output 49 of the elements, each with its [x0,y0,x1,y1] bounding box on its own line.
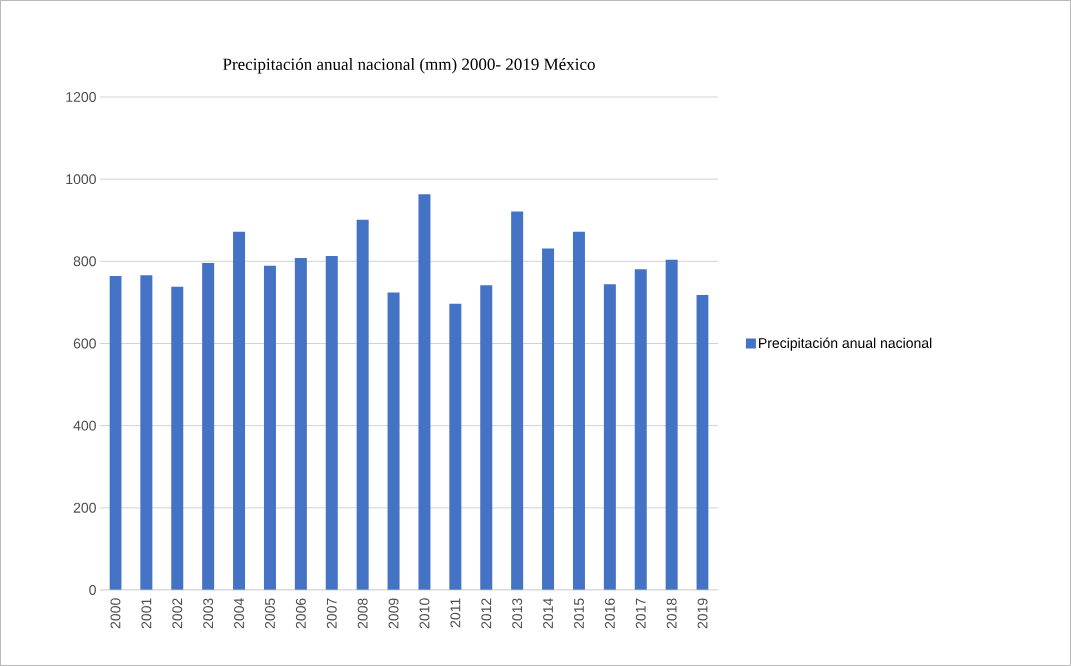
x-tick-label: 2013 [512,598,523,629]
x-tick-label: 2007 [326,598,337,629]
bar [665,259,678,590]
y-tick-label: 600 [73,338,96,349]
bar [634,269,647,590]
bar [294,258,307,590]
x-tick-label: 2006 [295,598,306,629]
x-tick-label: 2011 [450,598,461,628]
chart-title: Precipitación anual nacional (mm) 2000- 2019 México [223,58,595,74]
x-tick-label: 2017 [635,598,646,629]
y-tick-label: 1000 [66,174,96,185]
x-tick-label: 2001 [141,598,152,629]
y-tick-label: 200 [73,502,96,513]
bar [387,292,400,590]
x-tick-label: 2009 [388,598,399,629]
bar [202,262,215,590]
x-tick-label: 2014 [543,598,554,629]
bar [418,194,431,590]
x-tick-label: 2018 [666,598,677,629]
bar [325,255,338,590]
y-tick-label: 0 [89,585,96,595]
bar [263,265,276,590]
bar [233,231,246,590]
bar [511,211,524,590]
x-tick-label: 2000 [110,598,121,629]
x-tick-label: 2010 [419,598,430,629]
x-tick-label: 2003 [203,598,214,629]
x-tick-label: 2015 [573,598,584,629]
bar [603,284,616,590]
bar [449,303,462,590]
bar [542,248,555,590]
bar [480,285,493,590]
x-tick-label: 2008 [357,598,368,629]
bar [572,231,585,590]
x-tick-label: 2004 [234,598,245,629]
bar [140,275,153,590]
x-tick-label: 2012 [481,598,492,629]
bar [696,295,709,590]
y-tick-label: 1200 [66,92,96,102]
legend-label: Precipitación anual nacional [759,337,932,351]
x-tick-label: 2016 [604,598,615,629]
y-tick-label: 800 [73,256,96,267]
bar [356,219,369,590]
bar [171,286,184,590]
x-tick-label: 2019 [697,598,708,629]
x-tick-label: 2005 [264,598,275,629]
x-tick-label: 2002 [172,598,183,629]
y-tick-label: 400 [73,420,96,431]
bar [109,276,122,590]
